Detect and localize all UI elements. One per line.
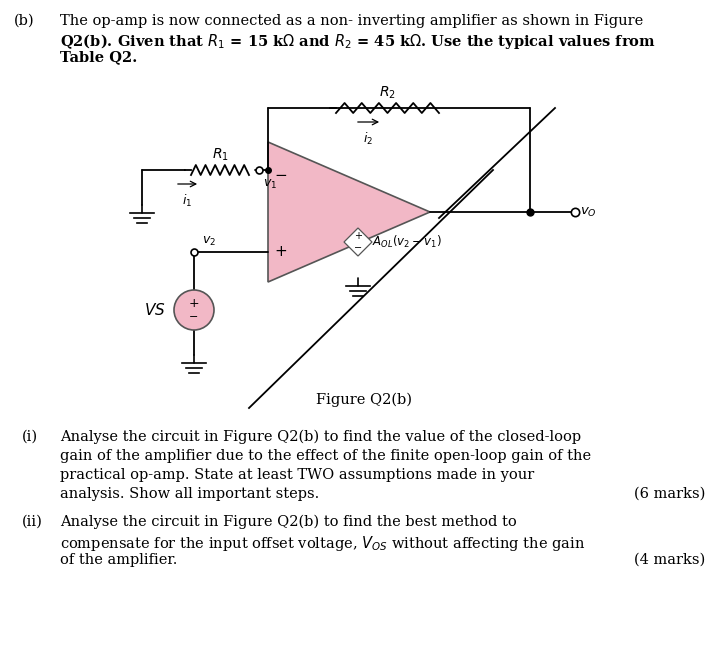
- Text: $v_2$: $v_2$: [202, 235, 216, 248]
- Text: $R_1$: $R_1$: [212, 147, 229, 163]
- Text: $A_{OL}(v_2-v_1)$: $A_{OL}(v_2-v_1)$: [372, 234, 442, 250]
- Text: (6 marks): (6 marks): [633, 487, 705, 501]
- Text: +: +: [354, 231, 362, 241]
- Text: +: +: [274, 245, 287, 259]
- Text: $v_O$: $v_O$: [580, 206, 597, 219]
- Text: Figure Q2(b): Figure Q2(b): [316, 393, 412, 407]
- Text: (i): (i): [22, 430, 38, 444]
- Text: $R_2$: $R_2$: [379, 85, 395, 101]
- Text: gain of the amplifier due to the effect of the finite open-loop gain of the: gain of the amplifier due to the effect …: [60, 449, 591, 463]
- Text: Table Q2.: Table Q2.: [60, 50, 138, 64]
- Text: (ii): (ii): [22, 515, 43, 529]
- Text: (4 marks): (4 marks): [634, 553, 705, 567]
- Text: Q2(b). Given that $R_1$ = 15 k$\Omega$ and $R_2$ = 45 k$\Omega$. Use the typical: Q2(b). Given that $R_1$ = 15 k$\Omega$ a…: [60, 32, 656, 51]
- Text: of the amplifier.: of the amplifier.: [60, 553, 178, 567]
- Text: $VS$: $VS$: [144, 302, 166, 318]
- Text: −: −: [274, 168, 287, 182]
- Text: −: −: [354, 243, 362, 253]
- Text: +: +: [189, 296, 199, 310]
- Circle shape: [174, 290, 214, 330]
- Text: practical op-amp. State at least TWO assumptions made in your: practical op-amp. State at least TWO ass…: [60, 468, 534, 482]
- Polygon shape: [268, 142, 430, 282]
- Text: $v_1$: $v_1$: [263, 178, 277, 191]
- Text: Analyse the circuit in Figure Q2(b) to find the best method to: Analyse the circuit in Figure Q2(b) to f…: [60, 515, 517, 529]
- Text: $i_2$: $i_2$: [363, 131, 373, 147]
- Text: (b): (b): [14, 14, 35, 28]
- Text: Analyse the circuit in Figure Q2(b) to find the value of the closed-loop: Analyse the circuit in Figure Q2(b) to f…: [60, 430, 581, 444]
- Text: analysis. Show all important steps.: analysis. Show all important steps.: [60, 487, 320, 501]
- Text: The op-amp is now connected as a non- inverting amplifier as shown in Figure: The op-amp is now connected as a non- in…: [60, 14, 644, 28]
- Polygon shape: [344, 228, 372, 256]
- Text: $i_1$: $i_1$: [182, 193, 192, 209]
- Text: compensate for the input offset voltage, $\mathit{V}_{OS}$ without affecting the: compensate for the input offset voltage,…: [60, 534, 585, 553]
- Text: −: −: [189, 312, 199, 322]
